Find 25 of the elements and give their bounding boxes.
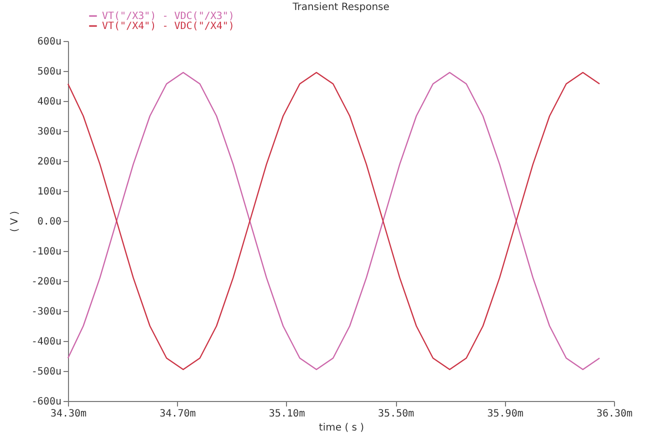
y-tick-label: -400u: [31, 336, 62, 348]
x-axis-title: time ( s ): [318, 422, 364, 434]
x-tick-label: 35.50m: [378, 408, 414, 420]
y-tick-label: -100u: [31, 246, 62, 258]
y-tick-label: 0.00: [37, 216, 62, 228]
y-tick-label: 500u: [37, 66, 62, 78]
y-tick-label: 300u: [37, 126, 62, 138]
y-axis-title: ( V ): [9, 210, 20, 232]
y-tick-label: -200u: [31, 276, 62, 288]
y-tick-label: 400u: [37, 96, 62, 108]
x-tick-label: 36.30m: [596, 408, 633, 420]
y-tick-label: 200u: [37, 156, 62, 168]
x-tick-label: 34.70m: [160, 408, 196, 420]
x-tick-label: 35.10m: [268, 408, 305, 420]
legend-label: VT("/X4") - VDC("/X4"): [102, 21, 234, 32]
x-tick-label: 34.30m: [50, 408, 87, 420]
y-tick-label: -500u: [31, 366, 62, 378]
y-tick-label: -300u: [31, 306, 62, 318]
line-series: [67, 72, 600, 370]
y-tick-label: 100u: [37, 186, 62, 198]
chart-title: Transient Response: [292, 2, 390, 13]
legend-label: VT("/X3") - VDC("/X3"): [102, 11, 234, 22]
x-tick-label: 35.90m: [487, 408, 524, 420]
y-tick-label: 600u: [37, 36, 62, 48]
y-tick-label: -600u: [31, 396, 62, 408]
